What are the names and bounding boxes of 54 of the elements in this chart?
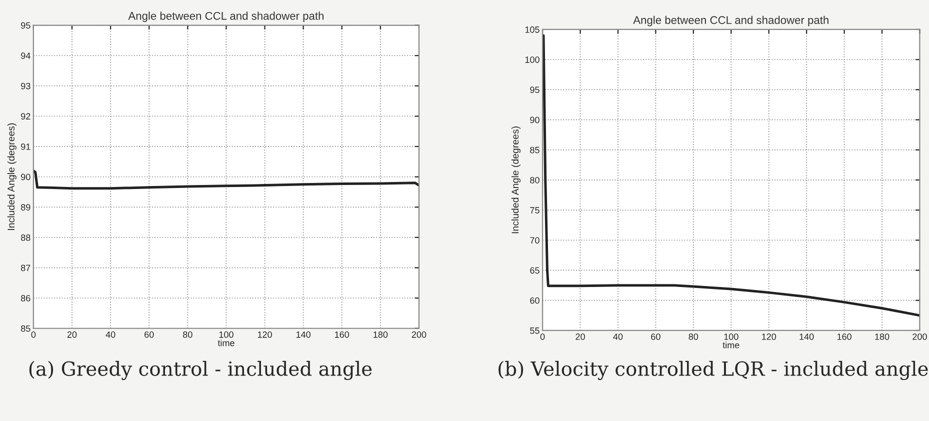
x-tick-label: 100 <box>724 334 738 340</box>
y-tick-label: 87 <box>21 264 30 272</box>
x-tick-label: 0 <box>540 334 545 340</box>
y-tick-label: 85 <box>21 325 30 332</box>
y-tick-label: 65 <box>530 267 540 274</box>
y-tick-label: 95 <box>21 22 30 29</box>
line-series <box>33 170 419 190</box>
y-tick-label: 95 <box>530 86 540 94</box>
x-tick-label: 60 <box>651 334 660 340</box>
y-tick-label: 70 <box>530 237 540 244</box>
y-tick-label: 75 <box>530 207 540 214</box>
y-axis-title: Included Angle (degrees) <box>511 126 521 234</box>
y-tick-label: 94 <box>21 52 30 59</box>
x-tick-label: 40 <box>613 334 623 340</box>
y-tick-label: 80 <box>530 176 540 184</box>
chart-title: Angle between CCL and shadower path <box>128 12 324 22</box>
x-tick-label: 80 <box>688 334 698 340</box>
y-tick-label: 105 <box>525 26 540 33</box>
x-axis-title: time <box>722 342 740 348</box>
y-tick-label: 91 <box>21 143 30 150</box>
text: (b) Velocity controlled LQR - included angle <box>498 360 928 380</box>
x-tick-label: 20 <box>67 331 77 338</box>
x-tick-label: 40 <box>106 331 116 338</box>
x-tick-label: 80 <box>183 331 192 338</box>
y-tick-label: 60 <box>530 297 540 304</box>
y-tick-label: 92 <box>21 113 30 120</box>
y-tick-label: 89 <box>21 204 30 210</box>
y-tick-label: 100 <box>525 56 540 63</box>
y-tick-label: 86 <box>21 295 30 302</box>
text: (a) Greedy control - included angle <box>29 360 372 380</box>
x-tick-label: 20 <box>576 334 585 340</box>
line-series <box>542 34 920 317</box>
y-axis-title: Included Angle (degrees) <box>7 123 16 230</box>
x-tick-label: 140 <box>296 331 310 338</box>
y-tick-label: 90 <box>530 116 540 124</box>
x-tick-label: 140 <box>800 334 814 340</box>
y-tick-label: 55 <box>530 328 540 334</box>
x-tick-label: 120 <box>258 331 272 338</box>
y-tick-label: 85 <box>530 146 540 154</box>
x-tick-label: 160 <box>837 334 852 340</box>
x-tick-label: 200 <box>412 331 426 338</box>
y-tick-label: 90 <box>21 174 30 180</box>
x-axis-title: time <box>218 340 234 346</box>
y-tick-label: 93 <box>21 82 30 90</box>
x-tick-label: 180 <box>875 334 890 340</box>
x-tick-label: 120 <box>762 334 776 340</box>
x-tick-label: 60 <box>144 331 154 338</box>
x-tick-label: 100 <box>219 331 234 338</box>
x-tick-label: 160 <box>335 331 350 338</box>
x-tick-label: 200 <box>912 334 927 340</box>
y-tick-label: 88 <box>21 234 30 241</box>
x-tick-label: 180 <box>374 331 388 338</box>
chart-title: Angle between CCL and shadower path <box>633 16 828 26</box>
x-tick-label: 0 <box>31 331 36 338</box>
